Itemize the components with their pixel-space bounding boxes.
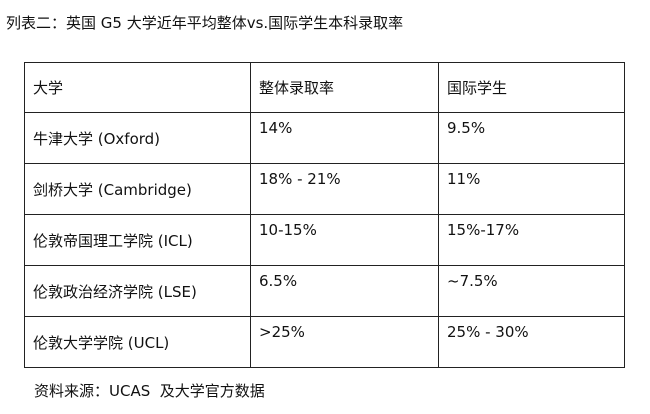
- table-cell: >25%: [250, 316, 439, 368]
- table-row: 伦敦大学学院 (UCL) >25% 25% - 30%: [24, 316, 625, 368]
- title: 列表二：英国 G5 大学近年平均整体vs.国际学生本科录取率: [6, 14, 404, 32]
- table-row: 伦敦政治经济学院 (LSE) 6.5% ~7.5%: [24, 265, 625, 317]
- table-cell: 14%: [250, 112, 439, 164]
- table-cell: 6.5%: [250, 265, 439, 317]
- table-cell: 剑桥大学 (Cambridge): [24, 163, 251, 215]
- table-row: 牛津大学 (Oxford) 14% 9.5%: [24, 112, 625, 164]
- table-cell: 18% - 21%: [250, 163, 439, 215]
- table-row: 剑桥大学 (Cambridge) 18% - 21% 11%: [24, 163, 625, 215]
- table-cell: 25% - 30%: [438, 316, 625, 368]
- table-cell: 伦敦政治经济学院 (LSE): [24, 265, 251, 317]
- source-note: 资料来源：UCAS 及大学官方数据: [34, 382, 265, 400]
- header-row: 大学 整体录取率 国际学生: [24, 62, 625, 113]
- admission-table: 大学 整体录取率 国际学生 牛津大学 (Oxford) 14% 9.5% 剑桥大学 (Cam…: [24, 62, 625, 368]
- table-cell: 11%: [438, 163, 625, 215]
- table-cell: 9.5%: [438, 112, 625, 164]
- table-cell: ~7.5%: [438, 265, 625, 317]
- table-cell: 伦敦大学学院 (UCL): [24, 316, 251, 368]
- header-cell: 整体录取率: [250, 62, 439, 113]
- header-cell: 大学: [24, 62, 251, 113]
- table-cell: 牛津大学 (Oxford): [24, 112, 251, 164]
- header-cell: 国际学生: [438, 62, 625, 113]
- table-cell: 10-15%: [250, 214, 439, 266]
- table-cell: 伦敦帝国理工学院 (ICL): [24, 214, 251, 266]
- table-row: 伦敦帝国理工学院 (ICL) 10-15% 15%-17%: [24, 214, 625, 266]
- table-cell: 15%-17%: [438, 214, 625, 266]
